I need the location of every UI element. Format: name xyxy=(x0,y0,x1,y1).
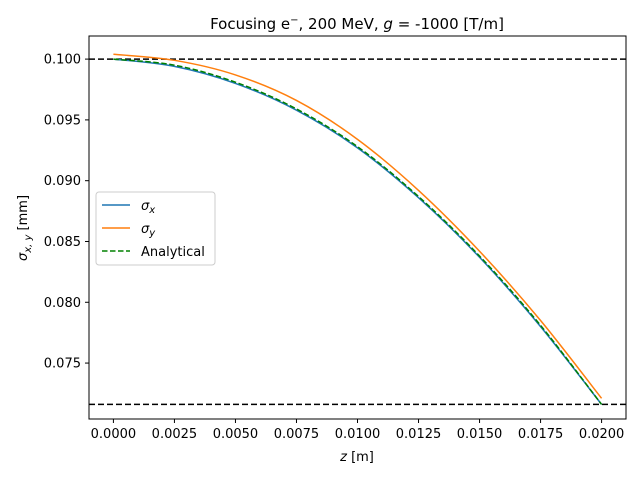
chart-title: Focusing e−, 200 MeV, g = -1000 [T/m] xyxy=(210,15,504,33)
y-tick-label: 0.090 xyxy=(44,174,81,189)
legend-label: σy xyxy=(141,222,156,239)
y-tick-label: 0.085 xyxy=(44,235,81,250)
y-tick-label: 0.100 xyxy=(44,53,81,68)
x-axis: 0.0000 0.0025 0.0050 0.0075 0.0100 0.0125 0.01… xyxy=(91,419,625,442)
legend: σx σy Analytical xyxy=(95,191,216,266)
x-axis-label: z [m] xyxy=(339,450,374,465)
y-axis-label: σx, y [mm] xyxy=(16,195,34,261)
y-tick-label: 0.075 xyxy=(44,357,81,372)
y-tick-label: 0.095 xyxy=(44,113,81,128)
legend-box xyxy=(95,191,216,266)
series-line-sigma-y xyxy=(113,53,603,399)
x-tick-label: 0.0075 xyxy=(274,427,320,442)
x-tick-label: 0.0125 xyxy=(396,427,442,442)
x-tick-label: 0.0150 xyxy=(457,427,503,442)
series-line-analytical xyxy=(113,58,603,405)
y-axis: 0.075 0.080 0.085 0.090 0.095 0.100 xyxy=(44,53,89,372)
x-tick-label: 0.0200 xyxy=(579,427,625,442)
x-tick-label: 0.0000 xyxy=(91,427,137,442)
series-line-sigma-x xyxy=(113,58,603,405)
series-lines xyxy=(113,53,603,405)
legend-label: σx xyxy=(141,199,155,216)
x-tick-label: 0.0050 xyxy=(213,427,259,442)
x-tick-label: 0.0025 xyxy=(152,427,198,442)
x-tick-label: 0.0175 xyxy=(518,427,564,442)
x-tick-label: 0.0100 xyxy=(335,427,381,442)
legend-label: Analytical xyxy=(141,245,205,260)
y-tick-label: 0.080 xyxy=(44,296,81,311)
